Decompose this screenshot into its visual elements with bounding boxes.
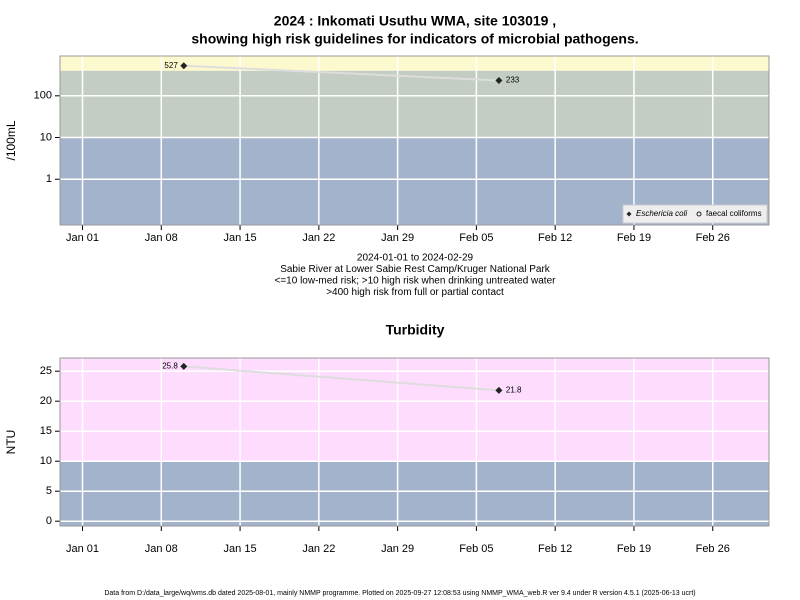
y-tick-label: 25: [40, 365, 52, 377]
x-tick-label: Jan 15: [224, 232, 257, 244]
risk-band: [60, 461, 769, 526]
x-tick-label: Feb 19: [617, 543, 651, 555]
data-label: 527: [164, 61, 178, 70]
data-label: 233: [506, 76, 520, 85]
x-tick-label: Feb 12: [538, 543, 572, 555]
risk-band: [60, 70, 769, 138]
x-tick-label: Jan 08: [145, 232, 178, 244]
x-tick-label: Jan 08: [145, 543, 178, 555]
note: <=10 low-med risk; >10 high risk when dr…: [275, 276, 557, 287]
data-point: [495, 386, 503, 394]
footer: Data from D:/data_large/wq/wms.db dated …: [104, 590, 695, 597]
y-axis-label: NTU: [4, 430, 18, 455]
x-tick-label: Jan 22: [302, 232, 335, 244]
legend-box: [622, 204, 768, 224]
y-tick-label: 5: [46, 485, 52, 497]
x-tick-label: Jan 01: [66, 543, 99, 555]
y-tick-label: 10: [40, 131, 52, 143]
legend-label: faecal coliforms: [706, 209, 762, 218]
data-label: 25.8: [162, 362, 178, 371]
x-tick-label: Jan 15: [224, 543, 257, 555]
risk-band: [60, 56, 769, 71]
note: Sabie River at Lower Sabie Rest Camp/Kru…: [280, 264, 551, 275]
legend-label: Eschericia coli: [636, 209, 687, 218]
x-tick-label: Feb 26: [696, 543, 730, 555]
legend-marker: [626, 211, 632, 217]
x-tick-label: Feb 05: [459, 232, 493, 244]
y-axis-label: /100mL: [4, 120, 18, 160]
chart-title: showing high risk guidelines for indicat…: [191, 31, 638, 47]
x-tick-label: Feb 12: [538, 232, 572, 244]
y-tick-label: 100: [34, 90, 52, 102]
legend-marker: [696, 211, 702, 217]
data-point: [495, 76, 503, 84]
x-tick-label: Feb 05: [459, 543, 493, 555]
data-point: [180, 62, 188, 70]
chart-title: 2024 : Inkomati Usuthu WMA, site 103019 …: [274, 13, 556, 29]
y-tick-label: 15: [40, 425, 52, 437]
chart-title: Turbidity: [386, 322, 445, 338]
data-point: [180, 362, 188, 370]
note: >400 high risk from full or partial cont…: [326, 287, 504, 298]
y-tick-label: 1: [46, 173, 52, 185]
plot-frame: [59, 55, 770, 226]
plot-frame: [59, 357, 770, 527]
x-tick-label: Feb 19: [617, 232, 651, 244]
x-tick-label: Jan 22: [302, 543, 335, 555]
x-tick-label: Jan 29: [381, 543, 414, 555]
x-tick-label: Feb 26: [696, 232, 730, 244]
data-label: 21.8: [506, 386, 522, 395]
x-tick-label: Jan 01: [66, 232, 99, 244]
x-tick-label: Jan 29: [381, 232, 414, 244]
y-tick-label: 10: [40, 455, 52, 467]
y-tick-label: 20: [40, 395, 52, 407]
series-line: [183, 64, 499, 82]
note: 2024-01-01 to 2024-02-29: [357, 253, 474, 264]
risk-band: [60, 358, 769, 462]
y-tick-label: 0: [46, 515, 52, 527]
series-line: [183, 365, 499, 392]
